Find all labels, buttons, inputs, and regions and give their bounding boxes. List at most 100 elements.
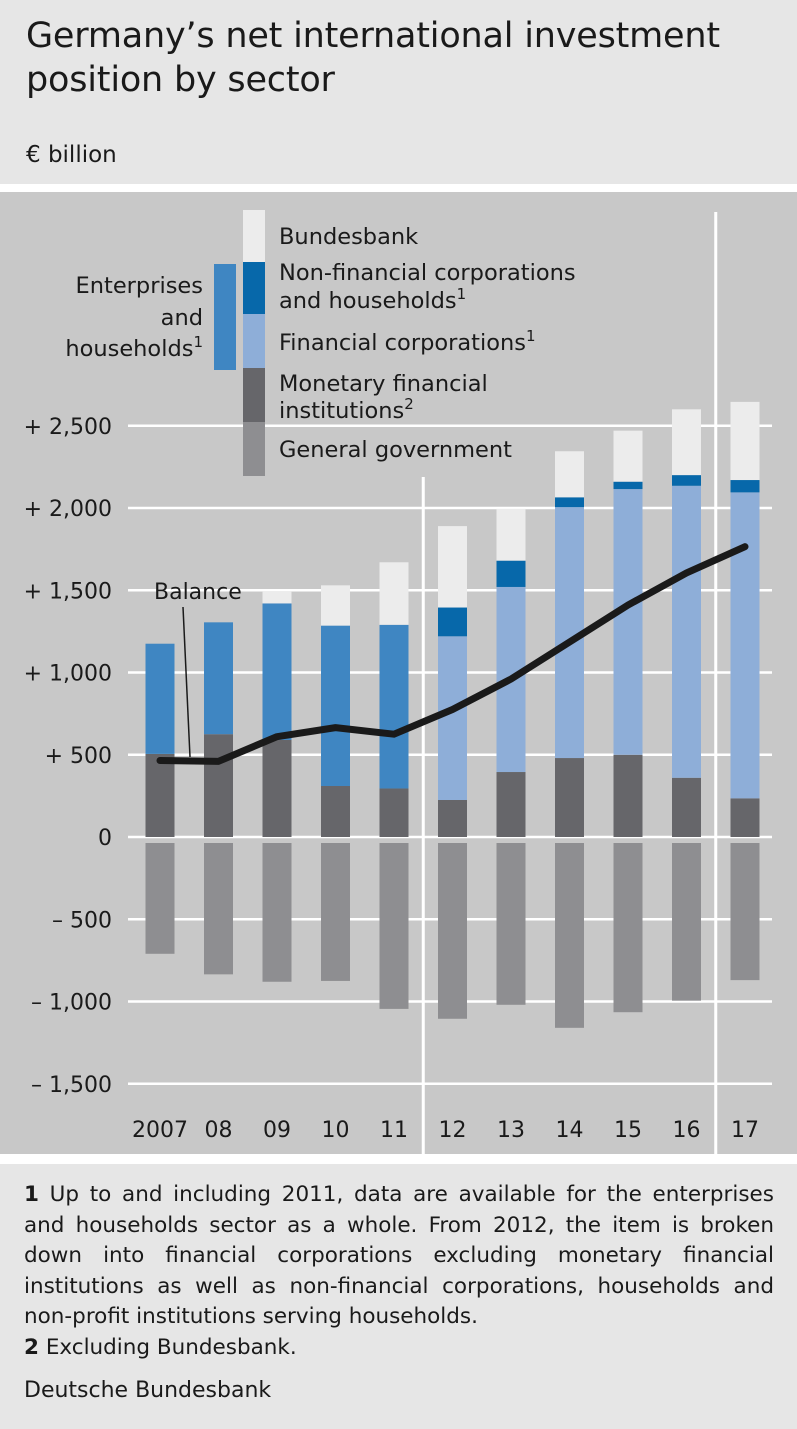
x-tick-label-11: 11 [380, 1118, 408, 1143]
bar-enterprises-and-households-10 [321, 625, 350, 787]
footnote-1-text: Up to and including 2011, data are avail… [24, 1182, 774, 1329]
bar-bundesbank-14 [555, 451, 584, 498]
y-tick-label-3: + 1,000 [24, 662, 112, 687]
legend-label-1-line-0: Non-financial corporations [279, 260, 576, 286]
x-tick-label-12: 12 [439, 1118, 467, 1143]
legend-group-label-line-2: households1 [65, 333, 203, 362]
legend-label-3-line-0: Monetary financial [279, 371, 488, 397]
chart-svg: + 2,500 + 2,000 + 1,500 + 1,000 + 500 0 – 500 –… [24, 210, 772, 1154]
x-tick-label-17: 17 [731, 1118, 759, 1143]
y-tick-label-1: + 2,000 [24, 497, 112, 522]
x-tick-label-10: 10 [322, 1118, 350, 1143]
bar-general-government-10 [321, 843, 350, 981]
legend-group-label-line-1: and [161, 305, 203, 331]
bar-monetary-financial-institutions-17 [730, 798, 760, 837]
x-tick-label-13: 13 [497, 1118, 525, 1143]
bar-general-government-09 [262, 843, 292, 982]
x-tick-label-08: 08 [205, 1118, 233, 1143]
legend-label-2-superscript: 1 [526, 327, 536, 345]
bar-enterprises-and-households-08 [204, 622, 233, 735]
bar-general-government-11 [379, 843, 409, 1009]
y-tick-label-2: + 1,500 [24, 579, 112, 604]
footnote-2-number: 2 [24, 1334, 39, 1360]
bar-monetary-financial-institutions-14 [555, 758, 584, 837]
source-label: Deutsche Bundesbank [24, 1378, 272, 1403]
bar-non-financial-corporations-and-households-13 [496, 560, 526, 587]
chart-header: Germany’s net international investment p… [0, 0, 797, 184]
legend-swatch-3 [243, 368, 265, 422]
bar-bundesbank-17 [730, 401, 760, 481]
bar-bundesbank-13 [496, 508, 526, 561]
legend-label-0: Bundesbank [279, 224, 418, 250]
balance-annotation: Balance [154, 580, 242, 605]
bar-non-financial-corporations-and-households-17 [730, 480, 760, 493]
y-tick-label-7: – 1,000 [31, 991, 112, 1016]
bar-general-government-15 [613, 843, 643, 1013]
bar-bundesbank-09 [262, 591, 292, 604]
bar-non-financial-corporations-and-households-14 [555, 497, 584, 508]
y-tick-label-0: + 2,500 [24, 415, 112, 440]
legend-label-1-line-1: and households1 [279, 285, 466, 314]
plot-area: + 2,500 + 2,000 + 1,500 + 1,000 + 500 0 – 500 –… [0, 192, 797, 1154]
x-tick-label-15: 15 [614, 1118, 642, 1143]
y-tick-label-4: + 500 [45, 744, 112, 769]
bar-general-government-12 [438, 843, 467, 1019]
bar-monetary-financial-institutions-16 [672, 777, 701, 837]
bar-bundesbank-16 [672, 409, 701, 476]
footnotes: 1 Up to and including 2011, data are ava… [24, 1180, 774, 1363]
footnote-1: 1 Up to and including 2011, data are ava… [24, 1180, 774, 1333]
bar-monetary-financial-institutions-08 [204, 734, 233, 837]
x-tick-label-2007: 2007 [132, 1118, 188, 1143]
legend-swatch-2 [243, 314, 265, 368]
footer-divider [0, 1154, 797, 1164]
footnote-2-text: Excluding Bundesbank. [45, 1334, 297, 1360]
bar-monetary-financial-institutions-12 [438, 799, 467, 837]
legend-label-2: Financial corporations1 [279, 327, 536, 356]
footnote-2: 2 Excluding Bundesbank. [24, 1333, 774, 1364]
chart-title: Germany’s net international investment p… [26, 16, 720, 100]
y-tick-label-5: 0 [98, 826, 112, 851]
y-tick-label-8: – 1,500 [31, 1073, 112, 1098]
bar-non-financial-corporations-and-households-15 [613, 481, 643, 490]
unit-label: € billion [26, 142, 117, 168]
bar-bundesbank-11 [379, 562, 409, 625]
bar-monetary-financial-institutions-13 [496, 772, 526, 837]
bar-financial-corporations-16 [672, 485, 701, 778]
bar-monetary-financial-institutions-11 [379, 788, 409, 837]
legend-swatch-group [214, 264, 236, 370]
balance-line [156, 543, 749, 765]
bar-bundesbank-10 [321, 585, 350, 626]
x-tick-label-09: 09 [263, 1118, 291, 1143]
legend-group-label-superscript: 1 [193, 333, 203, 351]
header-divider [0, 184, 797, 192]
legend-group-label-line-0: Enterprises [76, 273, 203, 299]
bar-financial-corporations-12 [438, 636, 467, 800]
bar-general-government-08 [204, 843, 233, 975]
bar-bundesbank-12 [438, 526, 467, 608]
legend-label-3-superscript: 2 [404, 395, 414, 413]
legend-swatch-0 [243, 210, 265, 262]
bar-non-financial-corporations-and-households-16 [672, 475, 701, 486]
bar-monetary-financial-institutions-09 [262, 739, 292, 837]
bar-enterprises-and-households-11 [379, 624, 409, 789]
legend-swatch-4 [243, 422, 265, 476]
bar-monetary-financial-institutions-15 [613, 754, 643, 837]
bar-financial-corporations-15 [613, 489, 643, 755]
footnote-1-number: 1 [24, 1182, 39, 1207]
bar-general-government-2007 [145, 843, 175, 954]
bar-general-government-13 [496, 843, 526, 1005]
bar-general-government-14 [555, 843, 584, 1028]
legend-label-1-superscript: 1 [457, 285, 467, 303]
legend-label-3-line-1: institutions2 [279, 395, 414, 424]
bar-enterprises-and-households-09 [262, 603, 292, 740]
bar-enterprises-and-households-2007 [145, 643, 175, 754]
bar-monetary-financial-institutions-10 [321, 786, 350, 837]
bar-monetary-financial-institutions-2007 [145, 753, 175, 837]
bar-general-government-17 [730, 843, 760, 981]
x-tick-label-14: 14 [556, 1118, 584, 1143]
bar-general-government-16 [672, 843, 701, 1001]
x-tick-label-16: 16 [673, 1118, 701, 1143]
bar-financial-corporations-17 [730, 492, 760, 799]
balance-annotation-pointer [182, 606, 191, 758]
bar-bundesbank-15 [613, 430, 643, 482]
